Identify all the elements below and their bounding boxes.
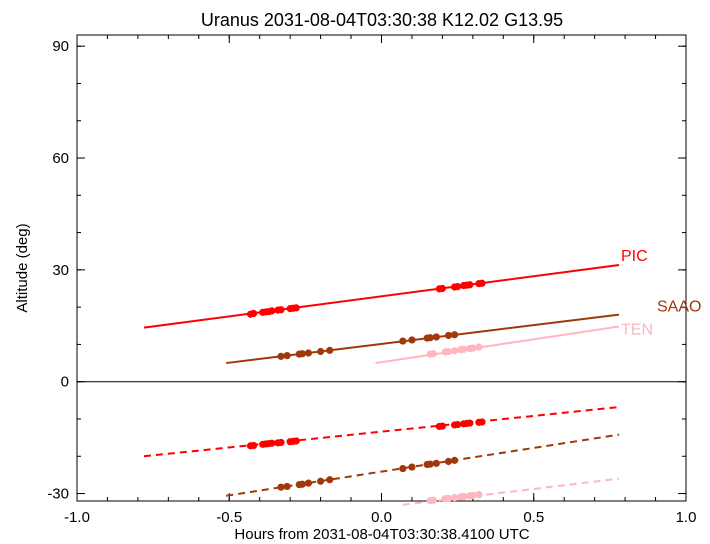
- data-point-saao: [408, 336, 416, 344]
- data-point-saao: [326, 346, 334, 354]
- data-point-lower-saao: [399, 464, 407, 473]
- data-point-saao: [426, 334, 434, 342]
- data-point-lower-ten: [460, 492, 468, 501]
- data-point-lower-saao: [444, 457, 453, 466]
- data-point-lower-pic: [268, 439, 276, 447]
- series-dashed-line-saao: [226, 433, 620, 497]
- data-point-saao: [283, 352, 291, 360]
- data-point-saao: [432, 333, 440, 341]
- data-point-saao: [399, 337, 407, 345]
- x-tick-label: -0.5: [216, 509, 242, 526]
- data-point-pic: [438, 284, 446, 293]
- data-point-lower-saao: [304, 479, 313, 487]
- chart-title: Uranus 2031-08-04T03:30:38 K12.02 G13.95: [201, 10, 563, 30]
- data-point-lower-saao: [283, 482, 291, 491]
- data-point-lower-saao: [277, 483, 285, 491]
- data-point-lower-saao: [426, 460, 434, 468]
- series-line-saao: [226, 313, 620, 365]
- y-axis-label: Altitude (deg): [14, 223, 31, 312]
- data-point-ten: [475, 343, 483, 351]
- data-point-pic: [292, 304, 300, 312]
- x-tick-label: 1.0: [676, 509, 697, 526]
- data-point-ten: [469, 344, 477, 352]
- data-point-pic: [478, 279, 486, 287]
- data-point-pic: [466, 281, 474, 289]
- data-point-lower-saao: [326, 476, 334, 484]
- series-label-ten: TEN: [621, 322, 653, 339]
- y-tick-label: -30: [47, 486, 69, 503]
- data-point-saao: [450, 331, 459, 339]
- data-point-lower-pic: [250, 441, 258, 450]
- data-point-lower-pic: [454, 420, 462, 429]
- data-point-saao: [317, 347, 325, 356]
- data-point-lower-saao: [298, 480, 306, 488]
- y-tick-label: 90: [52, 38, 69, 55]
- data-point-lower-saao: [317, 477, 325, 485]
- data-point-lower-ten: [475, 491, 483, 499]
- data-point-ten: [429, 350, 437, 358]
- series-line-ten: [375, 325, 620, 365]
- series-dashed-line-pic: [143, 406, 620, 458]
- data-point-lower-saao: [432, 459, 440, 467]
- series-label-saao: SAAO: [657, 299, 701, 316]
- x-axis-label: Hours from 2031-08-04T03:30:38.4100 UTC: [234, 526, 529, 543]
- data-point-lower-saao: [408, 463, 416, 471]
- series-line-pic: [143, 264, 620, 329]
- x-tick-label: -1.0: [64, 509, 90, 526]
- data-point-lower-pic: [277, 438, 285, 447]
- data-point-saao: [444, 331, 453, 340]
- x-tick-label: 0.5: [523, 509, 544, 526]
- series-label-pic: PIC: [621, 248, 648, 265]
- data-point-lower-ten: [469, 491, 477, 500]
- data-point-pic: [277, 306, 285, 314]
- data-point-lower-pic: [478, 418, 486, 426]
- y-tick-label: 60: [52, 150, 69, 167]
- data-point-lower-ten: [450, 494, 459, 502]
- data-point-ten: [444, 347, 453, 356]
- y-tick-label: 30: [52, 262, 69, 279]
- data-point-pic: [250, 309, 258, 318]
- data-point-ten: [450, 347, 459, 355]
- data-point-lower-ten: [429, 496, 437, 504]
- data-point-pic: [268, 307, 276, 315]
- data-point-lower-ten: [444, 494, 453, 502]
- data-point-saao: [277, 352, 285, 360]
- data-point-lower-pic: [438, 422, 446, 430]
- data-point-lower-pic: [292, 437, 300, 445]
- x-tick-label: 0.0: [371, 509, 392, 526]
- data-point-pic: [454, 283, 462, 291]
- series-dashed-line-ten: [402, 477, 620, 506]
- data-point-lower-saao: [450, 456, 459, 464]
- data-point-saao: [298, 350, 306, 358]
- data-point-saao: [304, 349, 313, 357]
- data-point-ten: [460, 345, 468, 353]
- y-tick-label: 0: [61, 374, 69, 391]
- data-point-lower-pic: [466, 419, 474, 427]
